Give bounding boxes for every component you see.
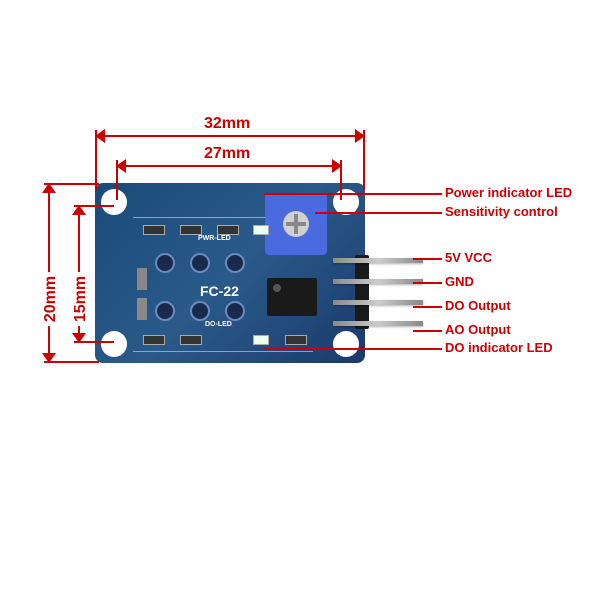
pin-do — [333, 300, 423, 305]
solder-pad — [155, 253, 175, 273]
callout-line — [264, 348, 442, 350]
smd-component — [217, 225, 239, 235]
dimension-extension — [74, 205, 114, 207]
dimension-extension — [95, 130, 97, 190]
callout-ao: AO Output — [445, 322, 511, 337]
smd-component — [143, 335, 165, 345]
dimension-line-inner-width — [116, 165, 342, 167]
pin-ao — [333, 321, 423, 326]
dimension-extension — [363, 130, 365, 190]
power-led — [253, 225, 269, 235]
dimension-outer-width-text: 32mm — [200, 115, 254, 133]
dimension-extension — [74, 341, 114, 343]
dimension-inner-height-text: 15mm — [72, 272, 90, 326]
solder-pad — [225, 253, 245, 273]
callout-line — [264, 193, 442, 195]
callout-do: DO Output — [445, 298, 511, 313]
dimension-extension — [116, 160, 118, 200]
ic-orientation-dot — [273, 284, 281, 292]
callout-line — [413, 306, 442, 308]
smd-component — [285, 335, 307, 345]
board-model-label: FC-22 — [200, 283, 239, 299]
callout-do-led: DO indicator LED — [445, 340, 553, 355]
callout-line — [413, 330, 442, 332]
pin-gnd — [333, 279, 423, 284]
solder-pad — [190, 301, 210, 321]
mounting-hole — [333, 331, 359, 357]
callout-power-led: Power indicator LED — [445, 185, 572, 200]
callout-line — [413, 282, 442, 284]
smd-component — [180, 225, 202, 235]
diagram-canvas: FC-22 PWR-LED DO-LED 32mm 27mm 20mm 15mm… — [0, 0, 600, 600]
solder-pad — [155, 301, 175, 321]
dimension-inner-width-text: 27mm — [200, 145, 254, 163]
do-led-silk-label: DO-LED — [205, 321, 232, 328]
mounting-hole — [101, 331, 127, 357]
smd-component — [143, 225, 165, 235]
dimension-outer-height-text: 20mm — [42, 272, 60, 326]
adjustment-screw-icon — [283, 211, 309, 237]
do-led — [253, 335, 269, 345]
dimension-extension — [44, 183, 99, 185]
pin-vcc — [333, 258, 423, 263]
callout-sensitivity: Sensitivity control — [445, 204, 558, 219]
mounting-hole — [101, 189, 127, 215]
callout-vcc: 5V VCC — [445, 250, 492, 265]
dimension-extension — [44, 361, 99, 363]
ic-chip — [267, 278, 317, 316]
callout-line — [413, 258, 442, 260]
potentiometer — [265, 193, 327, 255]
smd-resistor — [137, 268, 147, 290]
pwr-led-silk-label: PWR-LED — [198, 235, 231, 242]
silkscreen-line — [133, 351, 313, 352]
callout-gnd: GND — [445, 274, 474, 289]
callout-line — [315, 212, 442, 214]
pcb-board: FC-22 PWR-LED DO-LED — [95, 183, 365, 363]
smd-resistor — [137, 298, 147, 320]
dimension-line-outer-width — [95, 135, 365, 137]
solder-pad — [225, 301, 245, 321]
solder-pad — [190, 253, 210, 273]
output-pins — [333, 258, 423, 326]
smd-component — [180, 335, 202, 345]
